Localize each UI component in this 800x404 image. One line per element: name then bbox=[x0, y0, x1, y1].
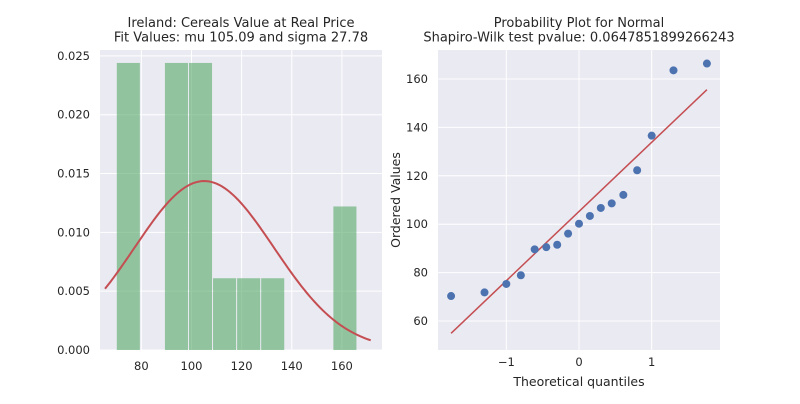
probplot-x-tick-label: −1 bbox=[498, 355, 515, 369]
histogram-x-tick-label: 140 bbox=[281, 359, 303, 373]
histogram-subtitle: Fit Values: mu 105.09 and sigma 27.78 bbox=[114, 31, 368, 46]
probplot-point bbox=[607, 199, 616, 208]
probplot-y-tick-label: 160 bbox=[406, 72, 428, 86]
histogram-bar bbox=[333, 206, 357, 350]
probplot-point bbox=[553, 240, 562, 249]
histogram-y-tick-labels: 0.000 0.005 0.010 0.015 0.020 0.025 bbox=[57, 49, 90, 357]
probplot-point bbox=[633, 166, 642, 175]
probability-plot-panel: Probability Plot for Normal Shapiro-Wilk… bbox=[388, 16, 735, 389]
probplot-point bbox=[647, 131, 656, 140]
probplot-x-tick-label: 1 bbox=[648, 355, 655, 369]
probplot-points bbox=[447, 59, 711, 301]
probplot-y-tick-label: 80 bbox=[413, 266, 428, 280]
probplot-y-tick-label: 120 bbox=[406, 169, 428, 183]
probplot-point bbox=[480, 288, 489, 297]
histogram-y-tick-label: 0.005 bbox=[57, 284, 90, 298]
histogram-y-tick-label: 0.015 bbox=[57, 167, 90, 181]
histogram-bar bbox=[164, 62, 188, 351]
probplot-x-tick-labels: −1 0 1 bbox=[498, 355, 656, 369]
probplot-x-tick-label: 0 bbox=[575, 355, 582, 369]
probplot-point bbox=[564, 229, 573, 238]
probplot-subtitle: Shapiro-Wilk test pvalue: 0.064785189926… bbox=[423, 31, 734, 46]
histogram-bar bbox=[261, 278, 285, 350]
probplot-point bbox=[542, 243, 551, 252]
histogram-panel: Ireland: Cereals Value at Real Price Fit… bbox=[57, 16, 382, 373]
histogram-bar bbox=[188, 62, 213, 351]
probplot-point bbox=[447, 292, 456, 301]
probplot-point bbox=[585, 211, 594, 220]
probplot-x-axis-label: Theoretical quantiles bbox=[512, 374, 644, 389]
histogram-bar bbox=[116, 62, 140, 351]
probplot-grid bbox=[438, 50, 720, 350]
probplot-y-axis-label: Ordered Values bbox=[388, 152, 403, 248]
histogram-bar bbox=[237, 278, 261, 350]
histogram-y-tick-label: 0.010 bbox=[57, 225, 90, 239]
histogram-bar bbox=[213, 278, 237, 350]
histogram-y-tick-label: 0.020 bbox=[57, 108, 90, 122]
probplot-point bbox=[619, 190, 628, 199]
probplot-y-tick-label: 100 bbox=[406, 217, 428, 231]
probplot-point bbox=[575, 219, 583, 228]
probplot-fit-line bbox=[450, 89, 708, 334]
probplot-point bbox=[530, 245, 539, 254]
probplot-y-tick-label: 140 bbox=[406, 120, 428, 134]
histogram-x-tick-label: 160 bbox=[331, 359, 353, 373]
histogram-x-tick-labels: 80 100 120 140 160 bbox=[134, 359, 353, 373]
probplot-y-tick-labels: 60 80 100 120 140 160 bbox=[406, 72, 428, 328]
probplot-title: Probability Plot for Normal bbox=[494, 16, 665, 31]
histogram-bars bbox=[116, 62, 357, 351]
probplot-point bbox=[502, 279, 511, 288]
probplot-point bbox=[516, 271, 525, 280]
histogram-x-tick-label: 120 bbox=[231, 359, 253, 373]
probplot-y-tick-label: 60 bbox=[413, 314, 428, 328]
histogram-title: Ireland: Cereals Value at Real Price bbox=[128, 16, 355, 31]
histogram-y-tick-label: 0.000 bbox=[57, 343, 90, 357]
probplot-point bbox=[669, 66, 678, 75]
histogram-x-tick-label: 100 bbox=[181, 359, 203, 373]
normal-fit-curve bbox=[104, 180, 372, 342]
probplot-point bbox=[702, 59, 711, 68]
histogram-y-tick-label: 0.025 bbox=[57, 49, 90, 63]
probplot-point bbox=[596, 203, 605, 212]
histogram-x-tick-label: 80 bbox=[134, 359, 149, 373]
